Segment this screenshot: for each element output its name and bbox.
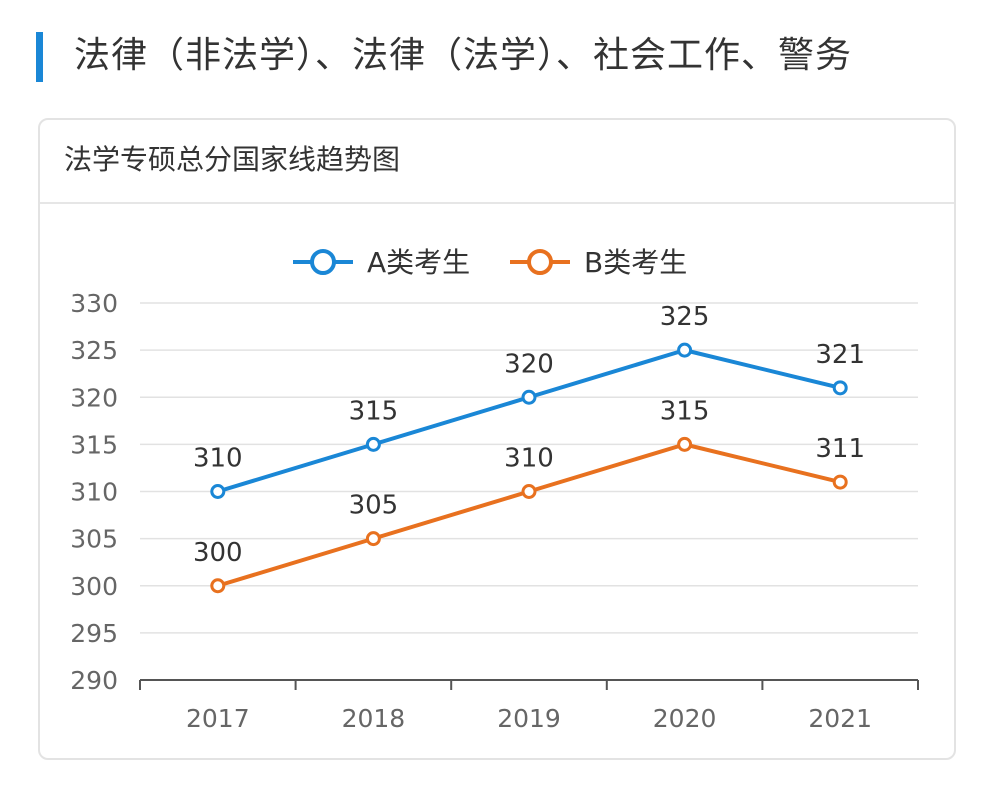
y-tick-label: 325	[70, 336, 118, 365]
section-accent-bar	[36, 32, 43, 82]
data-point	[521, 484, 537, 499]
data-point	[365, 531, 381, 547]
data-label: 315	[660, 396, 710, 426]
data-label: 310	[504, 444, 554, 474]
data-point	[210, 578, 226, 594]
data-label: 300	[193, 538, 243, 568]
data-label: 325	[660, 302, 710, 332]
data-label: 310	[193, 444, 243, 474]
data-point	[832, 380, 848, 396]
legend-swatch-marker	[527, 249, 553, 275]
data-point	[521, 389, 537, 405]
data-point	[677, 342, 693, 358]
section-title: 法律（非法学）、法律（法学）、社会工作、警务	[74, 35, 853, 76]
y-tick-label: 330	[70, 289, 118, 318]
data-label: 315	[349, 396, 399, 426]
y-tick-label: 295	[70, 619, 118, 648]
chart-card-header: 法学专硕总分国家线趋势图	[40, 120, 954, 204]
x-tick-label: 2019	[497, 704, 561, 733]
y-tick-label: 290	[70, 666, 118, 695]
y-tick-label: 320	[70, 383, 118, 412]
data-point	[210, 484, 226, 499]
chart-title: 法学专硕总分国家线趋势图	[64, 143, 401, 176]
y-tick-label: 300	[70, 572, 118, 601]
x-tick-label: 2020	[653, 704, 717, 733]
section-header: 法律（非法学）、法律（法学）、社会工作、警务	[36, 30, 966, 84]
data-point	[365, 436, 381, 452]
data-point	[832, 474, 848, 490]
y-tick-label: 310	[70, 478, 118, 507]
y-tick-label: 305	[70, 525, 118, 554]
x-tick-label: 2021	[808, 704, 872, 733]
x-tick-label: 2017	[186, 704, 250, 733]
y-tick-label: 315	[70, 430, 118, 459]
legend-label: B类考生	[584, 246, 687, 279]
legend-label: A类考生	[367, 246, 470, 279]
chart-card: 法学专硕总分国家线趋势图	[38, 118, 956, 760]
data-point	[677, 436, 693, 452]
data-label: 305	[349, 491, 399, 521]
data-label: 321	[815, 340, 865, 370]
data-label: 320	[504, 349, 554, 379]
data-label: 311	[815, 434, 865, 464]
x-tick-label: 2018	[342, 704, 406, 733]
legend-swatch-marker	[310, 249, 336, 275]
